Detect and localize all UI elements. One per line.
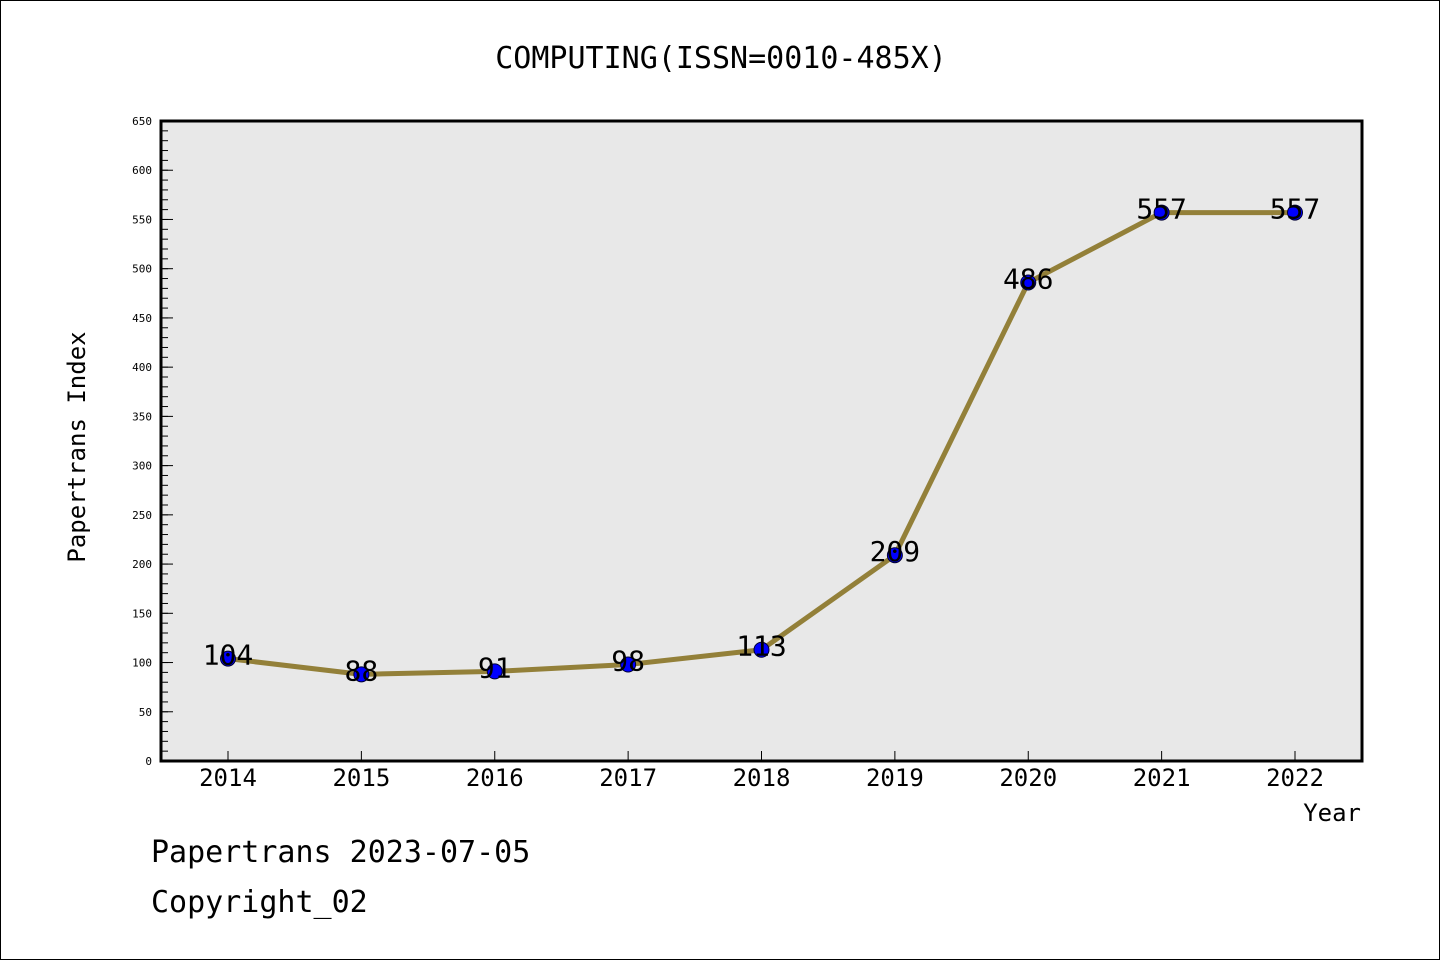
x-tick-label: 2015 — [332, 764, 390, 792]
data-point — [220, 650, 236, 667]
data-label: 557 — [1270, 193, 1321, 226]
data-point — [353, 666, 370, 683]
data-label: 98 — [611, 645, 645, 678]
y-tick-label: 100 — [132, 657, 152, 670]
data-label: 104 — [203, 639, 254, 672]
data-label: 557 — [1136, 193, 1187, 226]
x-tick-label: 2022 — [1266, 764, 1324, 792]
y-tick-label: 250 — [132, 509, 152, 522]
data-label: 486 — [1003, 262, 1054, 295]
y-tick-label: 50 — [139, 706, 152, 719]
data-labels-layer: 104 88 91 98 113 209 486 557 557 — [203, 193, 1321, 688]
data-point — [753, 641, 770, 658]
data-point — [1287, 204, 1303, 221]
x-axis: 2014 2015 2016 2017 2018 2019 2020 2021 2022 — [199, 751, 1324, 792]
y-axis-label: Papertrans Index — [63, 331, 91, 562]
data-point — [886, 547, 903, 564]
y-tick-label: 600 — [132, 164, 152, 177]
chart-title: COMPUTING(ISSN=0010-485X) — [495, 41, 947, 76]
x-tick-label: 2019 — [866, 764, 924, 792]
y-tick-label: 350 — [132, 410, 152, 423]
x-tick-label: 2021 — [1133, 764, 1191, 792]
footer-copyright: Copyright_02 — [151, 885, 368, 920]
data-point — [486, 663, 503, 680]
data-label: 113 — [736, 630, 787, 663]
y-tick-label: 650 — [132, 115, 152, 128]
y-tick-label: 400 — [132, 361, 152, 374]
y-tick-label: 150 — [132, 607, 152, 620]
data-point — [620, 656, 637, 673]
data-point — [1153, 204, 1170, 221]
y-tick-label: 0 — [145, 755, 152, 768]
x-axis-label: Year — [1303, 799, 1361, 827]
data-label: 91 — [478, 651, 512, 684]
x-tick-label: 2018 — [733, 764, 791, 792]
y-axis: 0 50 100 150 200 250 300 350 400 450 500 550 600 650 — [132, 115, 173, 768]
data-label: 209 — [870, 535, 921, 568]
y-tick-label: 300 — [132, 460, 152, 473]
x-tick-label: 2014 — [199, 764, 257, 792]
x-tick-label: 2020 — [999, 764, 1057, 792]
data-label: 88 — [345, 654, 379, 687]
footer-date: Papertrans 2023-07-05 — [151, 835, 531, 870]
x-tick-label: 2016 — [466, 764, 524, 792]
data-point — [1020, 274, 1037, 291]
x-tick-label: 2017 — [599, 764, 657, 792]
y-tick-label: 200 — [132, 558, 152, 571]
y-tick-label: 550 — [132, 213, 152, 226]
y-tick-label: 500 — [132, 263, 152, 276]
y-tick-label: 450 — [132, 312, 152, 325]
series-layer — [220, 204, 1303, 683]
